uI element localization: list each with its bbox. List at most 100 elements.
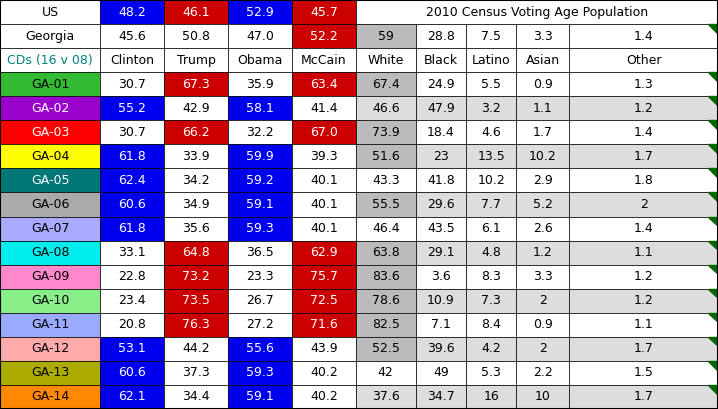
- Bar: [416, 24, 466, 48]
- Text: 52.9: 52.9: [246, 6, 274, 18]
- Bar: [228, 169, 292, 193]
- Text: 1.7: 1.7: [634, 342, 653, 355]
- Bar: [228, 265, 292, 289]
- Bar: [228, 96, 292, 120]
- Bar: [292, 289, 356, 313]
- Bar: [292, 385, 356, 409]
- Bar: [164, 96, 228, 120]
- Bar: [164, 169, 228, 193]
- Bar: [466, 337, 516, 361]
- Text: 40.1: 40.1: [310, 174, 337, 187]
- Text: 39.6: 39.6: [427, 342, 454, 355]
- Bar: [292, 265, 356, 289]
- Bar: [416, 193, 466, 216]
- Text: 1.1: 1.1: [634, 318, 653, 331]
- Text: 55.6: 55.6: [246, 342, 274, 355]
- Bar: [292, 48, 356, 72]
- Bar: [416, 96, 466, 120]
- Text: CDs (16 v 08): CDs (16 v 08): [7, 54, 93, 67]
- Bar: [292, 144, 356, 169]
- Text: 2.6: 2.6: [533, 222, 553, 235]
- Bar: [356, 337, 416, 361]
- Bar: [466, 313, 516, 337]
- Text: 72.5: 72.5: [310, 294, 337, 307]
- Text: 1.2: 1.2: [533, 246, 553, 259]
- Text: 1.2: 1.2: [634, 294, 653, 307]
- Text: 59.1: 59.1: [246, 198, 274, 211]
- Text: 40.1: 40.1: [310, 222, 337, 235]
- Text: 0.9: 0.9: [533, 318, 553, 331]
- Text: GA-12: GA-12: [31, 342, 69, 355]
- Bar: [228, 216, 292, 240]
- Bar: [416, 169, 466, 193]
- Text: 2: 2: [539, 294, 546, 307]
- Bar: [228, 193, 292, 216]
- Bar: [356, 96, 416, 120]
- Bar: [228, 361, 292, 385]
- Text: GA-14: GA-14: [31, 391, 69, 403]
- Bar: [0, 240, 101, 265]
- Text: Trump: Trump: [177, 54, 215, 67]
- Text: 36.5: 36.5: [246, 246, 274, 259]
- Text: GA-08: GA-08: [31, 246, 70, 259]
- Bar: [0, 337, 101, 361]
- Polygon shape: [709, 313, 718, 322]
- Bar: [416, 216, 466, 240]
- Text: 47.9: 47.9: [427, 102, 454, 115]
- Bar: [101, 48, 164, 72]
- Text: 1.7: 1.7: [634, 150, 653, 163]
- Text: 1.2: 1.2: [634, 102, 653, 115]
- Bar: [101, 193, 164, 216]
- Bar: [292, 313, 356, 337]
- Bar: [516, 144, 569, 169]
- Bar: [0, 385, 101, 409]
- Text: 1.1: 1.1: [533, 102, 553, 115]
- Text: 34.9: 34.9: [182, 198, 210, 211]
- Text: 40.2: 40.2: [310, 391, 337, 403]
- Polygon shape: [709, 216, 718, 226]
- Bar: [164, 337, 228, 361]
- Polygon shape: [709, 240, 718, 250]
- Text: 73.5: 73.5: [182, 294, 210, 307]
- Bar: [416, 361, 466, 385]
- Bar: [228, 313, 292, 337]
- Bar: [466, 216, 516, 240]
- Bar: [292, 337, 356, 361]
- Bar: [569, 24, 718, 48]
- Bar: [164, 24, 228, 48]
- Text: 1.4: 1.4: [634, 126, 653, 139]
- Bar: [466, 144, 516, 169]
- Text: 10.2: 10.2: [477, 174, 505, 187]
- Text: GA-07: GA-07: [31, 222, 70, 235]
- Bar: [466, 193, 516, 216]
- Text: 34.4: 34.4: [182, 391, 210, 403]
- Text: 5.2: 5.2: [533, 198, 553, 211]
- Text: 5.3: 5.3: [481, 366, 501, 380]
- Bar: [569, 361, 718, 385]
- Text: 8.3: 8.3: [481, 270, 501, 283]
- Text: 30.7: 30.7: [118, 126, 146, 139]
- Bar: [292, 361, 356, 385]
- Text: 1.3: 1.3: [634, 78, 653, 91]
- Text: GA-01: GA-01: [31, 78, 69, 91]
- Bar: [0, 193, 101, 216]
- Text: 2010 Census Voting Age Population: 2010 Census Voting Age Population: [426, 6, 648, 18]
- Bar: [292, 169, 356, 193]
- Text: 7.1: 7.1: [431, 318, 451, 331]
- Text: 62.4: 62.4: [118, 174, 146, 187]
- Text: 49: 49: [433, 366, 449, 380]
- Bar: [466, 96, 516, 120]
- Text: 4.8: 4.8: [481, 246, 501, 259]
- Bar: [0, 120, 101, 144]
- Bar: [0, 265, 101, 289]
- Text: 41.4: 41.4: [310, 102, 337, 115]
- Bar: [516, 72, 569, 96]
- Text: 76.3: 76.3: [182, 318, 210, 331]
- Bar: [228, 0, 292, 24]
- Text: 39.3: 39.3: [310, 150, 337, 163]
- Text: 8.4: 8.4: [481, 318, 501, 331]
- Bar: [0, 24, 101, 48]
- Bar: [101, 0, 164, 24]
- Text: 43.5: 43.5: [427, 222, 454, 235]
- Text: 1.4: 1.4: [634, 29, 653, 43]
